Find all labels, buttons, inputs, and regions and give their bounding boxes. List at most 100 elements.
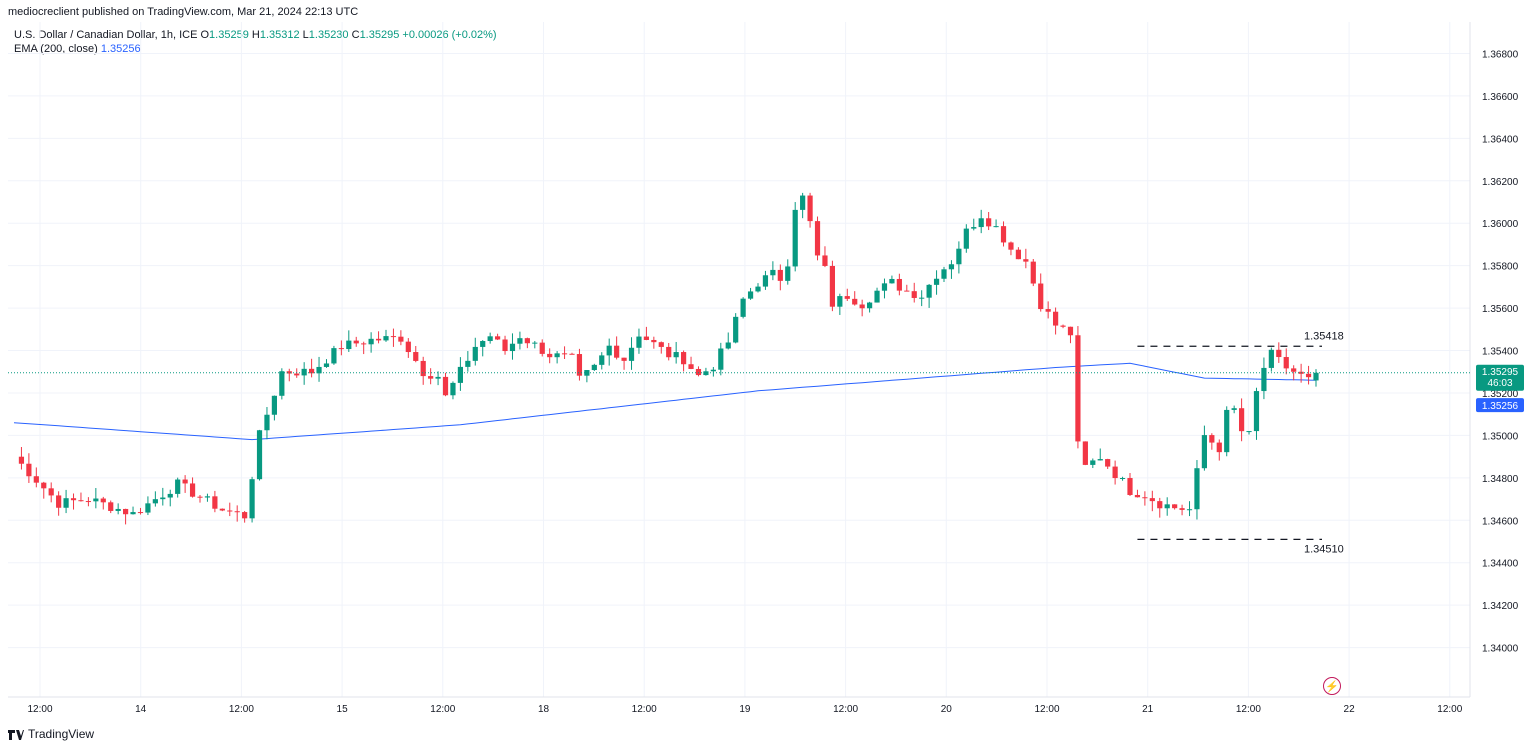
candle-body — [435, 376, 441, 379]
candle — [41, 481, 47, 499]
candle — [517, 331, 523, 350]
candle — [1276, 342, 1282, 363]
legend-high-label: H — [251, 29, 260, 41]
candle — [428, 368, 434, 385]
price-tick-label: 1.36000 — [1482, 219, 1519, 230]
candle-body — [1313, 372, 1319, 381]
candle — [398, 330, 404, 346]
time-axis[interactable]: 12:00 14 12:00 15 12:00 18 12:00 19 12:00 20 12:00… — [27, 704, 1462, 715]
candle-body — [413, 352, 419, 361]
legend-low: 1.35230 — [308, 29, 349, 41]
candle-body — [160, 497, 166, 500]
candle — [219, 508, 225, 512]
candle — [368, 332, 374, 353]
time-tick-label: 19 — [739, 704, 751, 715]
candle-body — [152, 499, 158, 504]
time-tick-label: 12:00 — [833, 704, 858, 715]
time-tick-label: 18 — [538, 704, 550, 715]
candle — [881, 278, 888, 299]
candle — [807, 192, 813, 228]
lightning-icon[interactable]: ⚡ — [1323, 677, 1341, 695]
candle — [435, 371, 441, 386]
candle-body — [197, 496, 203, 498]
footer-brand: TradingView — [8, 727, 94, 741]
candle — [933, 270, 940, 295]
candle-body — [733, 316, 739, 343]
candle — [1305, 365, 1312, 385]
candle — [108, 500, 114, 514]
candle — [710, 366, 716, 377]
candle — [197, 494, 203, 503]
candle-body — [420, 360, 426, 377]
candle-body — [576, 354, 583, 376]
candle — [569, 352, 575, 355]
candle-body — [137, 512, 144, 514]
candle — [1186, 501, 1193, 517]
candle — [316, 356, 322, 382]
candle — [829, 260, 835, 312]
candle — [651, 336, 657, 349]
candle-body — [1008, 242, 1014, 250]
candle — [822, 246, 828, 268]
time-tick-label: 12:00 — [229, 704, 254, 715]
bar-countdown: 46:03 — [1487, 378, 1512, 389]
candle — [1075, 326, 1081, 449]
candle-body — [986, 218, 992, 227]
candle — [1216, 439, 1222, 461]
candle — [26, 453, 32, 483]
candle — [926, 283, 932, 308]
candle-body — [829, 265, 835, 307]
candle-body — [294, 373, 300, 376]
candle-body — [695, 368, 702, 376]
candle-body — [428, 376, 434, 379]
candle — [375, 331, 382, 344]
candle-body — [1201, 435, 1207, 469]
candle — [621, 357, 627, 370]
candle-body — [770, 269, 776, 276]
candle-body — [852, 298, 858, 305]
candle — [867, 301, 873, 313]
candle-body — [338, 348, 344, 350]
candle — [755, 283, 761, 293]
price-tick-label: 1.36200 — [1482, 177, 1519, 188]
candle-body — [182, 479, 188, 484]
candle — [123, 508, 129, 525]
candle — [1067, 326, 1074, 344]
legend-open-label: O — [200, 29, 210, 41]
price-tick-label: 1.35600 — [1482, 304, 1519, 315]
candle-body — [130, 512, 136, 515]
candle — [175, 477, 181, 498]
candle-body — [658, 342, 664, 347]
candle — [271, 395, 277, 421]
candle — [63, 489, 69, 514]
candle — [1015, 247, 1021, 260]
candle-body — [271, 395, 277, 415]
candle-body — [666, 346, 672, 358]
candle — [1090, 458, 1096, 469]
candle — [874, 287, 880, 303]
time-tick-label: 14 — [135, 704, 147, 715]
candle-body — [1149, 498, 1155, 502]
candle-body — [405, 341, 411, 353]
candle — [547, 348, 553, 364]
candle-body — [881, 283, 888, 291]
candle-body — [41, 482, 47, 489]
time-tick-label: 20 — [941, 704, 953, 715]
candle — [480, 340, 486, 357]
candle — [524, 337, 530, 349]
candle — [1112, 460, 1118, 485]
candle — [264, 407, 270, 440]
candle — [606, 338, 612, 366]
price-tick-label: 1.36400 — [1482, 134, 1519, 145]
candle-body — [323, 363, 330, 367]
candle — [465, 351, 471, 372]
candle-body — [1283, 357, 1289, 369]
price-axis[interactable]: 1.36800 1.36600 1.36400 1.36200 1.36000 1.358… — [1482, 49, 1519, 654]
candle — [561, 346, 568, 359]
candle — [405, 338, 411, 358]
candle-body — [993, 226, 999, 228]
candle-body — [1194, 468, 1200, 510]
candle — [495, 333, 501, 341]
candle-body — [1216, 442, 1222, 453]
